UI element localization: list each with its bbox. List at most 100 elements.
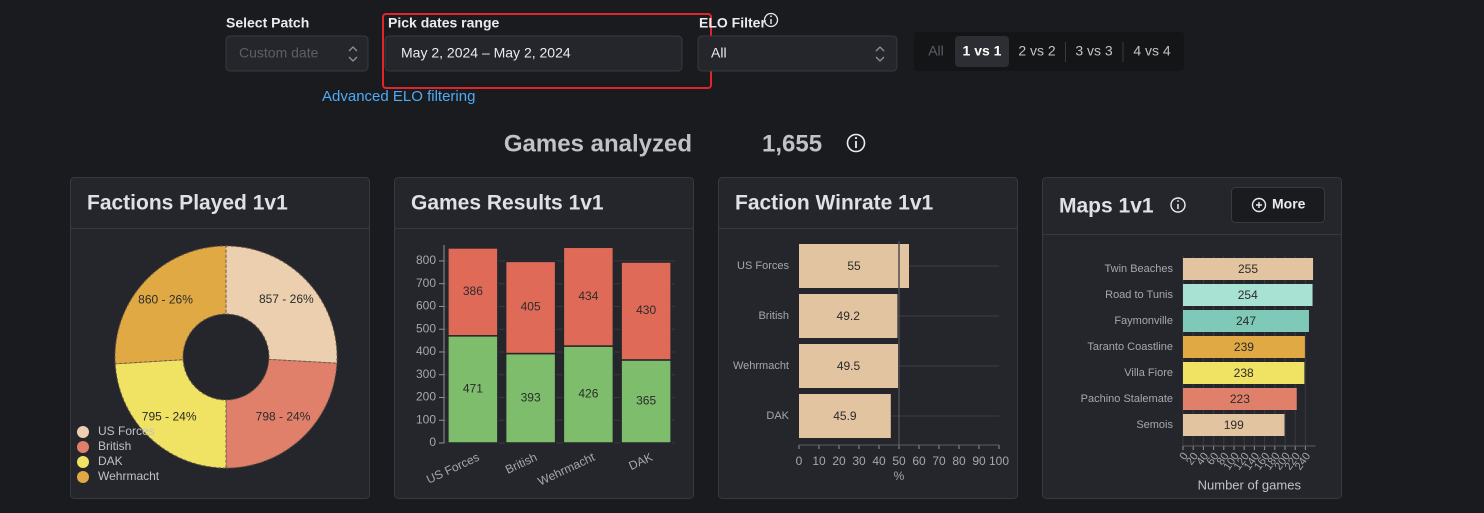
x-tick-label: 40 — [872, 454, 886, 468]
chart-title: Maps 1v1 — [1059, 195, 1154, 218]
elo-value: All — [711, 45, 727, 61]
advanced-link[interactable]: Advanced ELO filtering — [322, 88, 475, 105]
bar-label: 223 — [1230, 392, 1250, 406]
mode-option[interactable]: All — [928, 43, 944, 59]
bar-label: 386 — [463, 284, 483, 298]
y-tick-label: 600 — [416, 299, 436, 313]
info-icon[interactable] — [1170, 197, 1186, 213]
mode-active — [955, 36, 1009, 67]
bar — [799, 344, 898, 388]
bar-label: 393 — [521, 390, 541, 404]
info-icon[interactable] — [846, 133, 866, 153]
y-tick-label: US Forces — [737, 260, 789, 272]
bar-label: 247 — [1236, 314, 1256, 328]
legend-swatch — [77, 456, 89, 468]
bar-segment — [447, 335, 499, 444]
games-value: 1,655 — [762, 130, 822, 157]
x-tick-label: 60 — [912, 454, 926, 468]
legend-label: Wehrmacht — [98, 469, 160, 483]
x-tick-label: 20 — [1184, 451, 1201, 468]
bar — [1183, 336, 1305, 358]
y-tick-label: 700 — [416, 276, 436, 290]
patch-label: Select Patch — [226, 15, 309, 31]
elo-select[interactable] — [697, 35, 898, 72]
more-label: More — [1272, 196, 1306, 212]
chevron — [875, 46, 885, 62]
bar-label: 426 — [578, 387, 598, 401]
slice-label: 795 - 24% — [142, 410, 197, 424]
bar-label: 199 — [1224, 418, 1244, 432]
legend-label: DAK — [98, 454, 123, 468]
y-tick-label: 0 — [429, 435, 436, 449]
y-tick-label: Villa Fiore — [1124, 367, 1173, 379]
bar-label: 434 — [578, 289, 598, 303]
legend-swatch — [77, 441, 89, 453]
y-tick-label: 800 — [416, 253, 436, 267]
x-tick-label: 0 — [1177, 451, 1190, 463]
legend-label: US Forces — [98, 424, 155, 438]
games-label: Games analyzed — [504, 130, 692, 157]
chevron — [348, 46, 358, 62]
bar — [1183, 362, 1305, 384]
bar — [799, 244, 909, 288]
y-tick-label: British — [758, 310, 789, 322]
mode-option[interactable]: 2 vs 2 — [1018, 43, 1056, 59]
bar — [1183, 388, 1297, 410]
x-tick-label: 80 — [1215, 451, 1232, 468]
x-axis-label: Number of games — [1198, 477, 1302, 492]
x-tick-label: 40 — [1194, 451, 1211, 468]
bar-label: 471 — [463, 382, 483, 396]
elo-label: ELO Filter — [699, 15, 766, 31]
mode-option[interactable]: 3 vs 3 — [1075, 43, 1113, 59]
mode-option[interactable]: 1 vs 1 — [963, 43, 1002, 59]
bar-segment — [562, 246, 615, 347]
dates-input[interactable] — [384, 35, 683, 72]
pie-slice — [225, 245, 338, 364]
mode-option[interactable]: 4 vs 4 — [1133, 43, 1171, 59]
x-tick-label: 60 — [1205, 451, 1222, 468]
y-tick-label: Wehrmacht — [733, 360, 789, 372]
bar-label: 55 — [847, 259, 861, 273]
bar-segment — [504, 260, 557, 355]
y-tick-label: 200 — [416, 390, 436, 404]
pie-slice — [114, 245, 227, 365]
dates-label: Pick dates range — [388, 15, 499, 31]
bar-label: 254 — [1238, 288, 1258, 302]
info-icon[interactable] — [763, 12, 779, 28]
bar — [1183, 414, 1285, 436]
y-tick-label: Twin Beaches — [1105, 263, 1174, 275]
x-axis-label: % — [894, 469, 905, 483]
bar — [1183, 284, 1313, 306]
chart-title: Faction Winrate 1v1 — [735, 192, 934, 215]
y-tick-label: Road to Tunis — [1105, 289, 1173, 301]
legend-swatch — [77, 471, 89, 483]
bar — [799, 394, 891, 438]
bar-label: 45.9 — [833, 409, 857, 423]
x-tick-label: 80 — [952, 454, 966, 468]
bar-label: 49.2 — [837, 309, 861, 323]
x-tick-label: 30 — [852, 454, 866, 468]
y-tick-label: 100 — [416, 412, 436, 426]
bar — [1183, 310, 1309, 332]
bar — [1183, 258, 1314, 280]
dates-value: May 2, 2024 – May 2, 2024 — [401, 45, 571, 61]
x-tick-label: 20 — [832, 454, 846, 468]
bar-segment — [620, 261, 672, 361]
y-tick-label: Faymonville — [1114, 315, 1173, 327]
pie-slice — [114, 359, 227, 469]
more-button[interactable] — [1231, 187, 1325, 223]
x-tick-label: 50 — [892, 454, 906, 468]
x-tick-label: 0 — [796, 454, 803, 468]
bar-label: 238 — [1234, 366, 1254, 380]
bar-label: 365 — [636, 394, 656, 408]
plus-icon — [1251, 197, 1267, 213]
bar-label: 239 — [1234, 340, 1254, 354]
bar-label: 405 — [521, 300, 541, 314]
legend-swatch — [77, 426, 89, 438]
y-tick-label: Pachino Stalemate — [1081, 393, 1173, 405]
patch-select[interactable] — [225, 35, 369, 72]
patch-placeholder: Custom date — [239, 45, 319, 61]
y-tick-label: 300 — [416, 367, 436, 381]
bar-segment — [447, 247, 499, 337]
